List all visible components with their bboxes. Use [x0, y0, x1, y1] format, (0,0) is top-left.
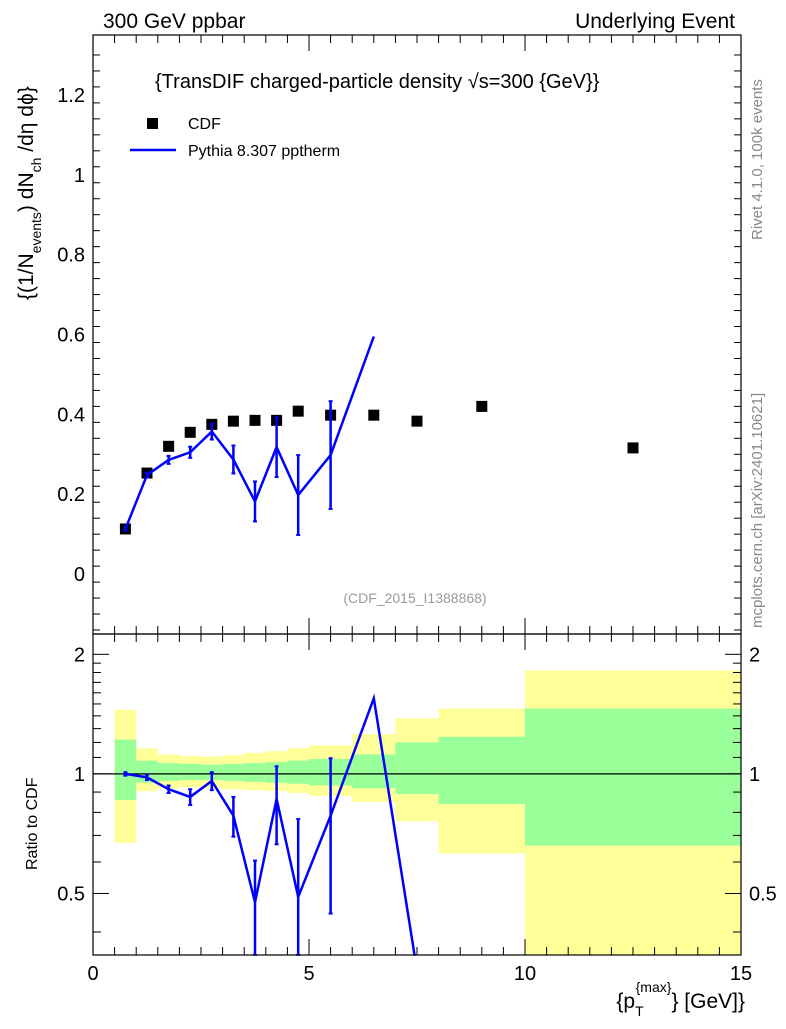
ratio-ytick-label-left: 1 [74, 764, 85, 786]
main-ylabel-part-a: {(1/N [15, 253, 38, 300]
main-ytick-label: 1 [74, 165, 85, 187]
header-right-label: Underlying Event [575, 10, 735, 33]
ratio-ytick-label-right: 0.5 [749, 883, 777, 905]
ratio-pythia-line [125, 693, 419, 971]
ratio-inner-band-10 [352, 754, 396, 789]
legend-marker-cdf [147, 118, 158, 129]
xtick-label: 5 [303, 963, 314, 985]
main-ylabel: {(1/Nevents) dNch /dη dϕ} [15, 86, 44, 300]
xlabel-part-b: } [GeV]} [671, 990, 745, 1013]
cdf-marker-10 [368, 409, 380, 421]
side-label-mcplots: mcplots.cern.ch [arXiv:2401.10621] [749, 393, 766, 628]
ratio-inner-band-0 [114, 739, 137, 800]
main-ytick-label: 0.6 [57, 325, 85, 347]
main-ylabel-sub-events: events [28, 212, 44, 253]
main-ytick-label: 0.2 [57, 484, 85, 506]
xtick-label: 15 [730, 963, 752, 985]
ratio-uncertainty-bands [114, 670, 741, 955]
cdf-marker-5 [227, 415, 239, 427]
main-ylabel-part-c: /dη dϕ} [15, 86, 38, 157]
main-ytick-label: 0.4 [57, 404, 85, 426]
plot-title-suffix: s=300 {GeV}} [479, 71, 600, 93]
ratio-ylabel: Ratio to CDF [24, 777, 41, 870]
main-ylabel-sub-ch: ch [28, 158, 44, 173]
ratio-inner-band-5 [222, 763, 245, 781]
main-ylabel-part-b: ) dN [15, 172, 38, 212]
xtick-label: 0 [87, 963, 98, 985]
ratio-inner-band-12 [438, 736, 525, 804]
legend-label-pythia: Pythia 8.307 pptherm [188, 143, 340, 160]
main-ytick-label: 1.2 [57, 85, 85, 107]
xlabel-part-a: {p [616, 990, 635, 1013]
ratio-ytick-label-right: 2 [749, 644, 760, 666]
ratio-series [93, 693, 741, 976]
main-axes: 0 0.2 0.4 0.6 0.8 1 1.2 [57, 34, 742, 635]
ratio-inner-band-11 [395, 742, 439, 794]
ratio-inner-band-2 [157, 763, 180, 781]
main-ytick-label: 0 [74, 564, 85, 586]
ratio-inner-band-3 [179, 763, 201, 781]
ratio-ytick-label-left: 0.5 [57, 883, 85, 905]
cdf-marker-12 [476, 400, 488, 412]
header-left-label: 300 GeV ppbar [103, 10, 245, 33]
xtick-label: 10 [514, 963, 536, 985]
main-ytick-label: 0.8 [57, 245, 85, 267]
ratio-inner-band-6 [244, 763, 266, 782]
plot-title-sqrt: √ [468, 71, 479, 93]
cdf-marker-13 [627, 442, 639, 454]
legend: CDF Pythia 8.307 pptherm [130, 116, 340, 160]
cdf-marker-8 [292, 405, 304, 417]
plot-title: {TransDIF charged-particle density √s=30… [155, 71, 600, 93]
cdf-marker-11 [411, 415, 423, 427]
ratio-clip-cover [94, 955, 740, 976]
plot-title-prefix: {TransDIF charged-particle density [155, 71, 468, 93]
legend-label-cdf: CDF [188, 116, 221, 133]
xlabel-sup: {max} [636, 979, 672, 995]
ratio-inner-band-13 [525, 708, 741, 846]
xlabel-sub: T [635, 1003, 644, 1019]
pythia-line [124, 336, 375, 530]
cdf-marker-6 [249, 414, 261, 426]
cdf-marker-2 [163, 440, 175, 452]
ratio-ytick-label-right: 1 [749, 764, 760, 786]
side-label-rivet: Rivet 4.1.0, 100k events [749, 79, 766, 240]
ratio-inner-band-8 [287, 760, 309, 784]
xlabel: {pT {max}} [GeV]} [616, 979, 745, 1019]
analysis-watermark: (CDF_2015_I1388868) [343, 590, 486, 606]
ratio-axes: 0.5 0.5 1 1 2 2 0 5 10 15 [57, 633, 777, 985]
cdf-marker-3 [184, 426, 196, 438]
main-series [119, 336, 639, 536]
ratio-ytick-label-left: 2 [74, 644, 85, 666]
